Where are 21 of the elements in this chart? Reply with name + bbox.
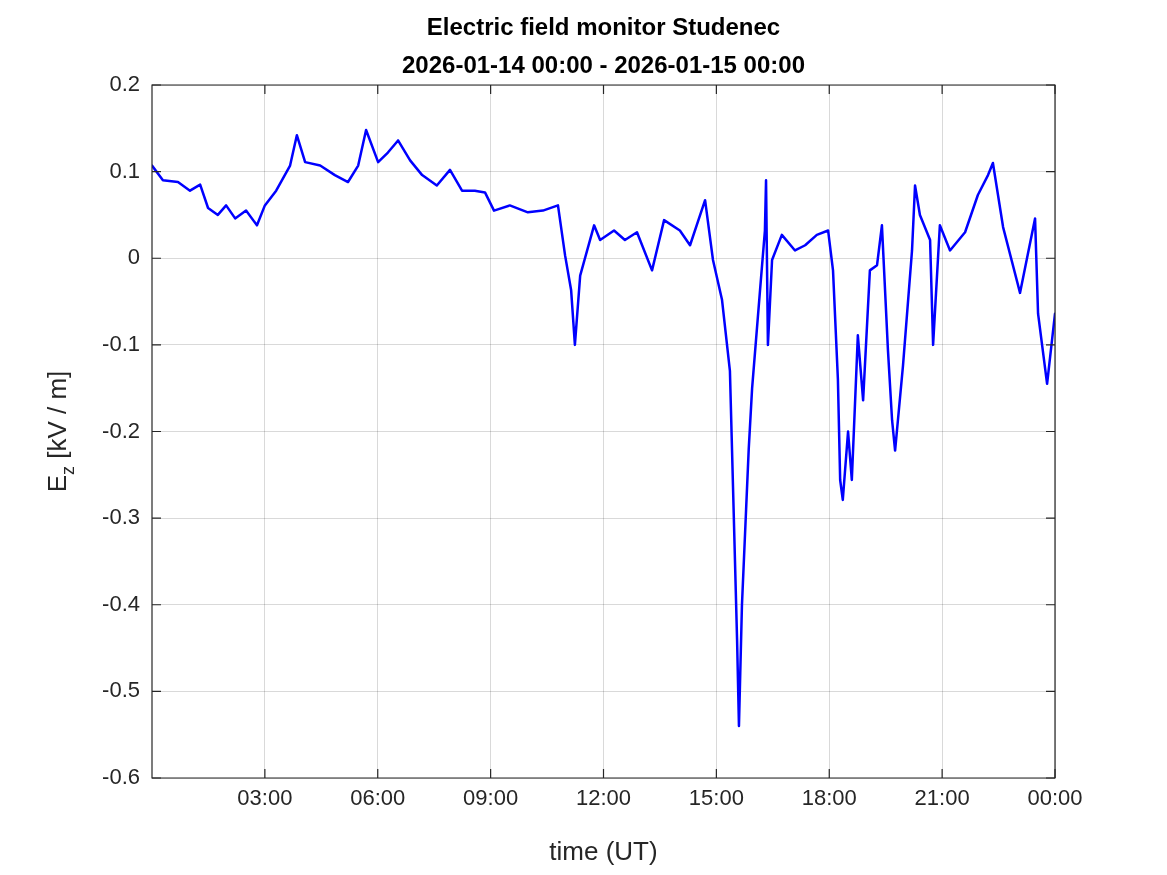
y-tick-label: -0.5 [102,677,140,703]
y-tick-label: -0.2 [102,417,140,443]
y-tick-label: 0.2 [109,71,140,97]
y-tick-label: -0.1 [102,330,140,356]
x-tick-label: 06:00 [350,785,406,811]
y-tick-label: -0.4 [102,590,140,616]
x-tick-label: 18:00 [801,785,857,811]
y-tick-label: 0.1 [109,157,140,183]
y-tick-label: 0 [127,244,140,270]
x-tick-label: 00:00 [1027,785,1083,811]
x-tick-label: 15:00 [688,785,744,811]
chart-subtitle: 2026-01-14 00:00 - 2026-01-15 00:00 [402,51,805,78]
x-tick-label: 21:00 [914,785,970,811]
x-axis-title: time (UT) [549,836,658,866]
y-tick-label: -0.6 [102,764,140,790]
y-axis-title: Ez [kV / m] [42,370,78,493]
chart-title: Electric field monitor Studenec [426,13,781,40]
x-tick-label: 09:00 [463,785,519,811]
x-tick-label: 12:00 [575,785,632,811]
x-tick-label: 03:00 [237,785,293,811]
y-tick-label: -0.3 [102,504,140,530]
